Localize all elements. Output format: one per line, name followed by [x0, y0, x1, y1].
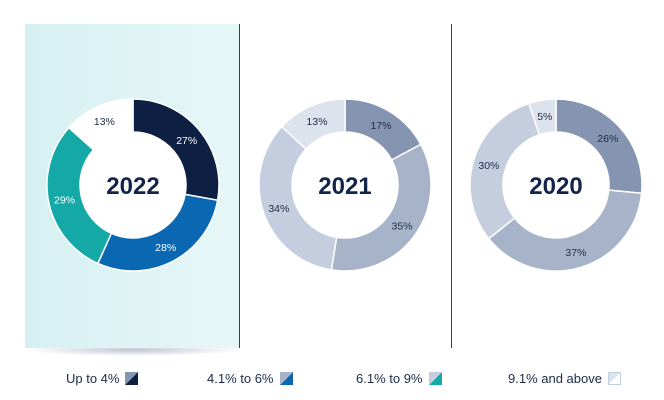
- legend-label: 6.1% to 9%: [356, 370, 423, 386]
- legend-item: 4.1% to 6%: [207, 369, 293, 387]
- donut-slice: [258, 125, 338, 271]
- legend-label: Up to 4%: [66, 370, 120, 386]
- slice-data-label: 5%: [537, 111, 552, 123]
- donut-slice: [487, 189, 643, 272]
- legend-swatch: [607, 371, 621, 385]
- legend-label: 4.1% to 6%: [207, 370, 274, 386]
- legend-swatch: [428, 371, 442, 385]
- chart-year-title: 2021: [318, 173, 371, 200]
- legend-swatch: [125, 371, 139, 385]
- slice-data-label: 30%: [478, 160, 499, 172]
- donut-slice: [280, 98, 346, 151]
- slice-data-label: 29%: [54, 195, 75, 207]
- slice-data-label: 27%: [176, 135, 197, 147]
- slice-data-label: 13%: [94, 116, 115, 128]
- slice-data-label: 13%: [306, 116, 327, 128]
- slice-data-label: 35%: [392, 221, 413, 233]
- donut-slice: [469, 102, 541, 240]
- donut-hole: [503, 132, 609, 238]
- legend-item: Up to 4%: [66, 369, 139, 387]
- chart-year-title: 2020: [529, 173, 582, 200]
- donut-hole: [292, 132, 398, 238]
- legend-item: 6.1% to 9%: [356, 369, 442, 387]
- chart-year-title: 2022: [106, 173, 159, 200]
- donut-slice: [67, 98, 134, 151]
- donut-hole: [80, 132, 186, 238]
- slice-data-label: 37%: [565, 247, 586, 259]
- legend-item: 9.1% and above: [508, 369, 621, 387]
- donut-slice: [527, 98, 557, 136]
- donut-chart-2022: 27% 28% 29% 13% 2022: [46, 98, 220, 272]
- slice-data-label: 26%: [597, 133, 618, 145]
- donut-chart-2021: 17% 35% 34% 13% 2021: [258, 98, 432, 272]
- slice-data-label: 17%: [370, 120, 391, 132]
- slice-data-label: 28%: [155, 242, 176, 254]
- donut-slice: [330, 143, 432, 272]
- legend-label: 9.1% and above: [508, 370, 602, 386]
- donut-chart-2020: 26% 37% 30% 5% 2020: [469, 98, 643, 272]
- legend-swatch: [279, 371, 293, 385]
- donut-slice: [96, 193, 219, 272]
- slice-data-label: 34%: [268, 203, 289, 215]
